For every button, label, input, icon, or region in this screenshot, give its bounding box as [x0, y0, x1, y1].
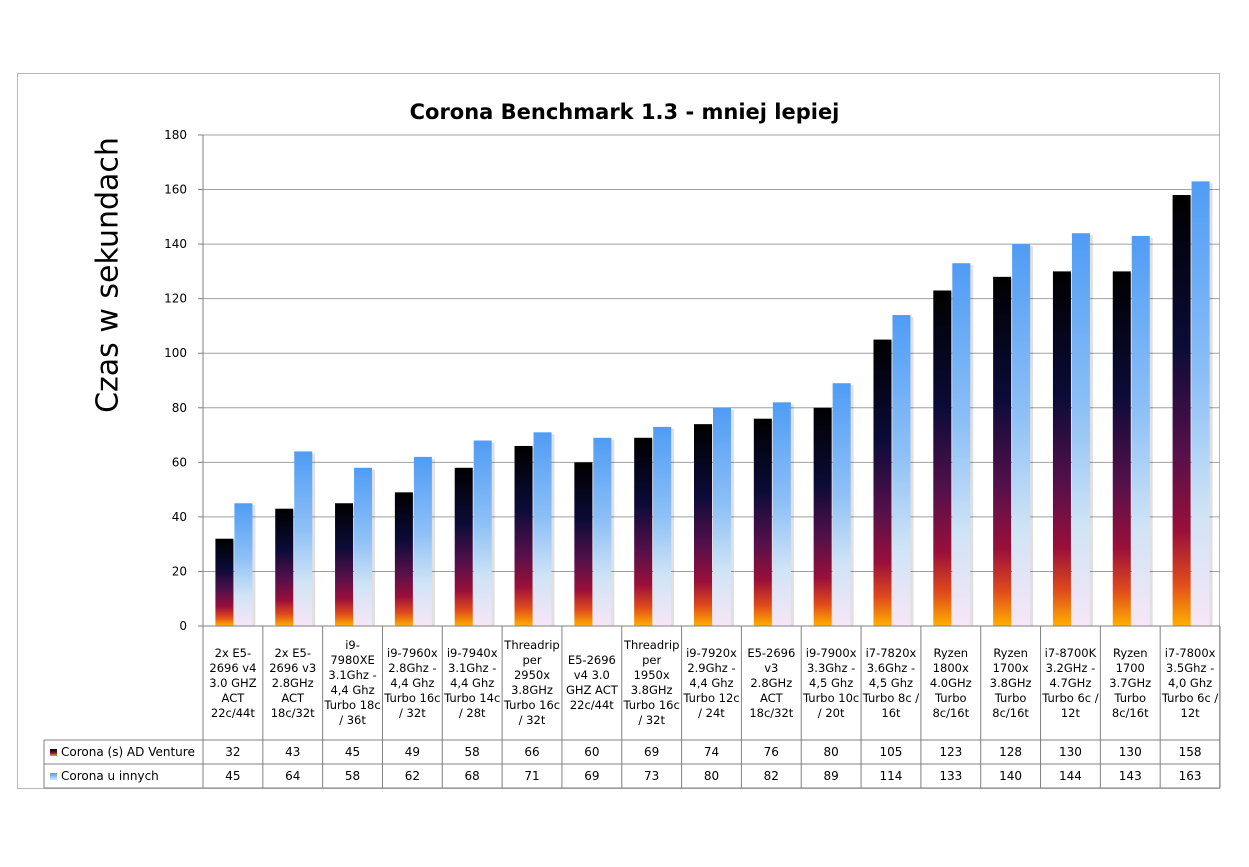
- y-tick-label: 100: [164, 346, 187, 360]
- bar-others: [952, 263, 971, 626]
- bar-others: [832, 383, 851, 626]
- bar-ad-venture: [514, 445, 533, 626]
- bar-others: [1012, 244, 1031, 626]
- bar-ad-venture: [215, 538, 234, 626]
- bar-ad-venture: [394, 492, 413, 626]
- bar-others: [653, 426, 672, 626]
- chart-title: Corona Benchmark 1.3 - mniej lepiej: [409, 100, 840, 124]
- y-tick-label: 60: [172, 455, 187, 469]
- bar-ad-venture: [1052, 271, 1071, 626]
- y-tick-label: 80: [172, 401, 187, 415]
- bar-others: [593, 437, 612, 626]
- bar-others: [294, 451, 313, 626]
- bar-others: [892, 315, 911, 626]
- bar-others: [413, 456, 432, 626]
- bar-ad-venture: [993, 276, 1012, 626]
- bar-ad-venture: [574, 462, 593, 626]
- y-tick-label: 20: [172, 564, 187, 578]
- bar-ad-venture: [1172, 195, 1191, 626]
- bar-others: [713, 407, 731, 626]
- bar-ad-venture: [694, 424, 712, 626]
- bar-ad-venture: [753, 418, 772, 626]
- y-tick-label: 0: [179, 619, 187, 633]
- bar-ad-venture: [634, 437, 653, 626]
- bar-others: [1071, 233, 1090, 626]
- bar-ad-venture: [275, 508, 294, 626]
- bar-others: [354, 467, 373, 626]
- y-tick-label: 120: [164, 292, 187, 306]
- y-tick-label: 180: [164, 128, 187, 142]
- bar-others: [1131, 235, 1150, 626]
- bar-ad-venture: [335, 503, 354, 626]
- bar-others: [234, 503, 253, 626]
- bar-ad-venture: [873, 339, 892, 626]
- bar-ad-venture: [1112, 271, 1131, 626]
- bar-ad-venture: [454, 467, 473, 626]
- bar-others: [772, 402, 791, 626]
- y-tick-label: 140: [164, 237, 187, 251]
- y-tick-label: 160: [164, 183, 187, 197]
- bar-others: [1191, 181, 1210, 626]
- bar-ad-venture: [933, 290, 952, 626]
- y-tick-label: 40: [172, 510, 187, 524]
- bar-others: [473, 440, 492, 626]
- bar-ad-venture: [813, 407, 832, 626]
- bar-others: [533, 432, 552, 626]
